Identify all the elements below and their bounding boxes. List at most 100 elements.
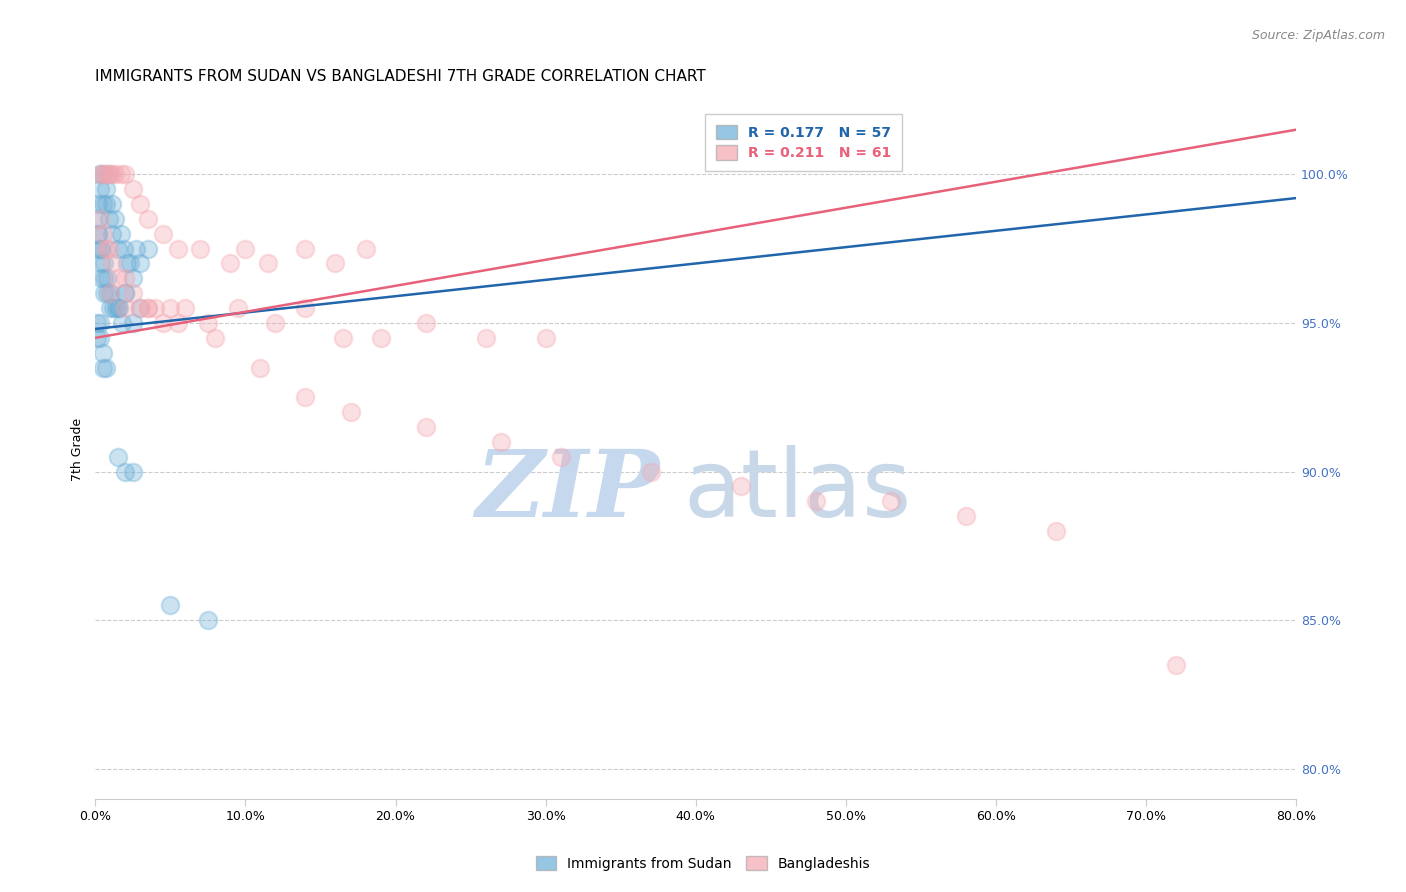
Legend: Immigrants from Sudan, Bangladeshis: Immigrants from Sudan, Bangladeshis xyxy=(530,850,876,876)
Point xyxy=(90,242,112,256)
Point xyxy=(804,494,827,508)
Point xyxy=(294,242,316,256)
Point xyxy=(97,242,120,256)
Point xyxy=(91,167,114,181)
Point xyxy=(474,331,496,345)
Point xyxy=(115,256,138,270)
Point xyxy=(136,211,159,226)
Point xyxy=(87,242,110,256)
Point xyxy=(159,599,181,613)
Legend: R = 0.177   N = 57, R = 0.211   N = 61: R = 0.177 N = 57, R = 0.211 N = 61 xyxy=(704,114,903,171)
Point xyxy=(94,360,117,375)
Point xyxy=(136,301,159,315)
Point xyxy=(122,271,145,285)
Point xyxy=(107,450,129,464)
Point xyxy=(107,271,129,285)
Point xyxy=(97,211,120,226)
Point xyxy=(534,331,557,345)
Point xyxy=(96,271,118,285)
Point xyxy=(122,465,145,479)
Point xyxy=(91,345,114,359)
Point xyxy=(105,301,128,315)
Point xyxy=(129,301,152,315)
Point xyxy=(87,227,110,241)
Point xyxy=(101,167,124,181)
Point xyxy=(101,256,124,270)
Point xyxy=(730,479,752,493)
Point xyxy=(122,316,145,330)
Point xyxy=(235,242,257,256)
Point xyxy=(114,286,136,301)
Point xyxy=(167,316,190,330)
Point xyxy=(955,509,977,524)
Point xyxy=(111,316,134,330)
Point xyxy=(98,286,121,301)
Point xyxy=(136,301,159,315)
Point xyxy=(93,271,115,285)
Point xyxy=(89,167,111,181)
Point xyxy=(114,271,136,285)
Point xyxy=(87,197,110,211)
Point xyxy=(136,242,159,256)
Point xyxy=(339,405,361,419)
Point xyxy=(93,286,115,301)
Text: ZIP: ZIP xyxy=(475,446,659,536)
Point xyxy=(107,301,129,315)
Point xyxy=(145,301,167,315)
Point xyxy=(87,211,110,226)
Point xyxy=(249,360,271,375)
Point xyxy=(190,242,212,256)
Point xyxy=(97,167,120,181)
Point xyxy=(101,197,124,211)
Point xyxy=(94,242,117,256)
Point xyxy=(91,167,114,181)
Point xyxy=(103,301,125,315)
Point xyxy=(489,434,512,449)
Point xyxy=(89,316,111,330)
Point xyxy=(89,182,111,196)
Point xyxy=(107,242,129,256)
Point xyxy=(257,256,280,270)
Point xyxy=(110,167,132,181)
Point xyxy=(415,420,437,434)
Point xyxy=(114,465,136,479)
Point xyxy=(152,227,174,241)
Point xyxy=(90,256,112,270)
Point xyxy=(197,316,219,330)
Point xyxy=(104,167,127,181)
Point xyxy=(94,167,117,181)
Point xyxy=(114,286,136,301)
Point xyxy=(415,316,437,330)
Point xyxy=(264,316,287,330)
Point xyxy=(97,167,120,181)
Point xyxy=(354,242,377,256)
Point xyxy=(108,301,131,315)
Point xyxy=(114,301,136,315)
Point xyxy=(152,316,174,330)
Point xyxy=(94,197,117,211)
Point xyxy=(87,227,110,241)
Point xyxy=(370,331,392,345)
Point xyxy=(167,242,190,256)
Point xyxy=(226,301,249,315)
Point xyxy=(294,390,316,404)
Point xyxy=(89,167,111,181)
Text: Source: ZipAtlas.com: Source: ZipAtlas.com xyxy=(1251,29,1385,42)
Point xyxy=(112,242,135,256)
Point xyxy=(89,211,111,226)
Point xyxy=(101,227,124,241)
Point xyxy=(1045,524,1067,538)
Point xyxy=(98,301,121,315)
Point xyxy=(129,197,152,211)
Text: IMMIGRANTS FROM SUDAN VS BANGLADESHI 7TH GRADE CORRELATION CHART: IMMIGRANTS FROM SUDAN VS BANGLADESHI 7TH… xyxy=(96,69,706,84)
Point xyxy=(86,331,108,345)
Point xyxy=(90,271,112,285)
Point xyxy=(550,450,572,464)
Point xyxy=(294,301,316,315)
Point xyxy=(332,331,354,345)
Point xyxy=(114,167,136,181)
Point xyxy=(197,613,219,627)
Point xyxy=(104,211,127,226)
Point xyxy=(125,242,148,256)
Point xyxy=(174,301,197,315)
